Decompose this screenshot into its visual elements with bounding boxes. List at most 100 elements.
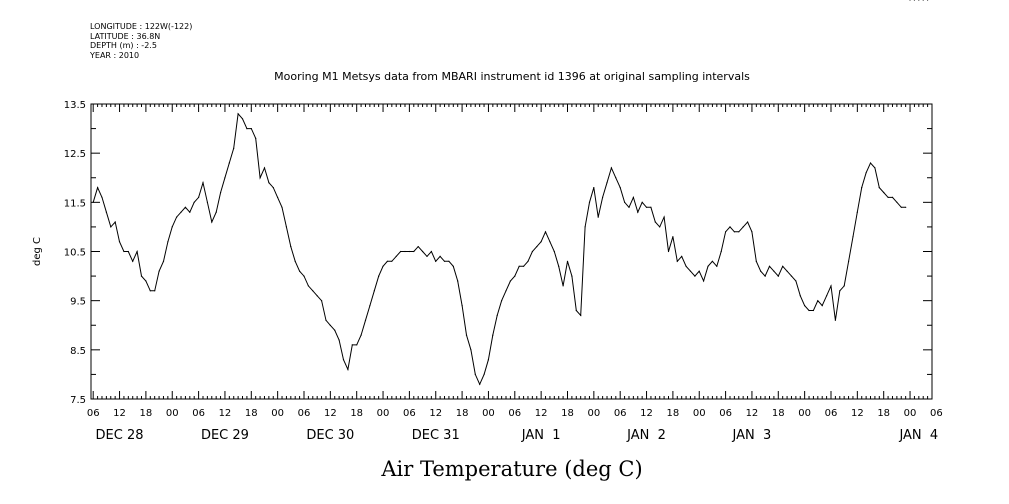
- data-point: [382, 265, 384, 267]
- x-tick-label: 06: [298, 408, 311, 419]
- data-point: [527, 260, 529, 262]
- data-point: [733, 231, 736, 233]
- data-point: [259, 177, 261, 179]
- data-point: [628, 206, 630, 208]
- data-point: [553, 250, 555, 253]
- data-point: [887, 196, 889, 198]
- x-tick-label: 00: [693, 408, 706, 419]
- data-point: [698, 270, 700, 272]
- data-point: [303, 275, 305, 277]
- data-point: [817, 300, 819, 302]
- data-point: [843, 285, 845, 287]
- data-point: [619, 187, 621, 189]
- data-point: [764, 275, 766, 277]
- data-point: [514, 275, 516, 277]
- data-point: [224, 177, 226, 179]
- y-tick-labels: 13.5 12.5 11.5 10.5 9.5 8.5 7.5: [64, 100, 86, 406]
- data-point: [580, 314, 582, 316]
- data-point: [905, 206, 907, 208]
- data-point: [795, 280, 797, 282]
- data-point: [202, 182, 204, 184]
- data-point: [443, 260, 446, 262]
- data-point: [154, 290, 156, 292]
- data-point: [114, 221, 116, 223]
- data-point: [268, 182, 270, 184]
- data-point: [650, 206, 652, 208]
- data-point: [790, 275, 793, 277]
- metadata-block: LONGITUDE : 122W(-122) LATITUDE : 36.8N …: [90, 22, 192, 60]
- y-tick-label: 12.5: [64, 149, 86, 160]
- x-tick-label: 00: [377, 408, 390, 419]
- data-point: [768, 265, 771, 267]
- y-tick-label: 11.5: [64, 198, 86, 209]
- data-point: [747, 221, 749, 223]
- data-point: [834, 319, 837, 321]
- date-label: DEC 28: [96, 428, 144, 443]
- data-point: [132, 260, 134, 262]
- data-point: [597, 216, 599, 218]
- data-point: [606, 182, 608, 184]
- data-point: [738, 231, 740, 233]
- data-point: [417, 246, 419, 248]
- data-point: [158, 270, 160, 272]
- data-point: [334, 329, 336, 331]
- data-point: [632, 196, 635, 198]
- data-point: [97, 187, 99, 189]
- data-point: [378, 275, 380, 277]
- data-point: [799, 295, 801, 297]
- data-point: [250, 128, 252, 130]
- data-point: [470, 349, 472, 351]
- data-point: [325, 319, 327, 321]
- data-point: [544, 231, 547, 233]
- data-point: [663, 216, 665, 218]
- data-point: [496, 314, 498, 316]
- data-point: [321, 300, 323, 302]
- data-point: [641, 201, 643, 203]
- data-point: [220, 191, 222, 194]
- data-point: [448, 260, 450, 262]
- data-point: [356, 344, 358, 346]
- x-tick-labels: 06 12 18 00 06 12 18 00 06 12 18 00 06 12 18 00 06 12 18 00…: [87, 408, 943, 419]
- data-point: [408, 250, 410, 253]
- data-point: [316, 295, 318, 297]
- data-point: [729, 226, 731, 228]
- data-point: [435, 260, 437, 262]
- x-tick-label: 18: [245, 408, 258, 419]
- x-tick-label: 12: [746, 408, 759, 419]
- data-point: [360, 334, 362, 336]
- x-tick-label: 06: [87, 408, 100, 419]
- data-point: [215, 211, 217, 213]
- x-tick-label: 06: [719, 408, 732, 419]
- data-point: [404, 250, 406, 253]
- x-tick-label: 06: [930, 408, 943, 419]
- data-point: [659, 226, 661, 228]
- data-point: [110, 226, 112, 228]
- data-point: [246, 128, 248, 130]
- data-point: [505, 290, 507, 292]
- data-point: [430, 250, 432, 253]
- data-point: [689, 270, 692, 272]
- data-point: [812, 309, 815, 312]
- data-point: [602, 196, 604, 198]
- data-point: [263, 167, 266, 169]
- y-tick-label: 7.5: [70, 395, 86, 406]
- date-labels: DEC 28 DEC 29 DEC 30 DEC 31 JAN 1 JAN 2 JAN 3 J…: [96, 428, 939, 443]
- data-point: [782, 265, 784, 267]
- temperature-series-line: [92, 112, 906, 386]
- data-point: [492, 334, 494, 336]
- data-point: [869, 162, 872, 164]
- data-point: [127, 250, 129, 253]
- data-point: [918, 0, 920, 1]
- data-point: [193, 201, 195, 203]
- x-tick-label: 06: [825, 408, 838, 419]
- data-point: [465, 334, 468, 336]
- data-point: [400, 250, 402, 253]
- data-point: [588, 201, 591, 203]
- data-point: [865, 172, 867, 174]
- data-point: [531, 250, 534, 253]
- x-tick-label: 00: [587, 408, 600, 419]
- date-label: JAN 2: [626, 428, 666, 443]
- x-tick-label: 18: [877, 408, 890, 419]
- data-point: [742, 226, 744, 228]
- x-tick-label: 00: [798, 408, 811, 419]
